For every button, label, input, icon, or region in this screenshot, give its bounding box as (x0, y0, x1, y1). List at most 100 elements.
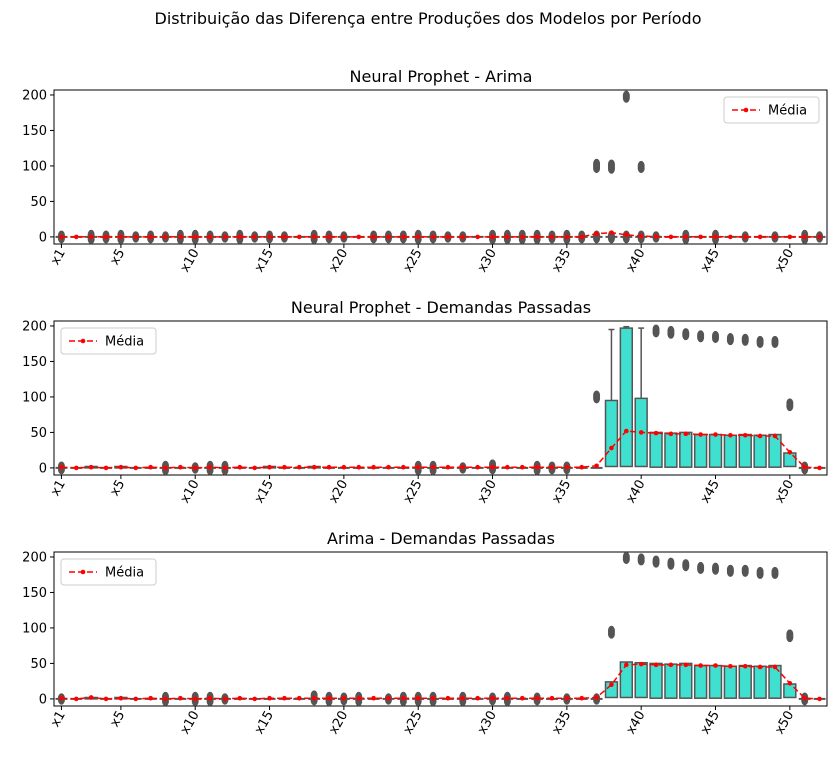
mean-marker (103, 465, 109, 471)
y-tick-label: 150 (22, 124, 47, 139)
mean-marker (728, 663, 733, 669)
mean-marker (430, 234, 436, 240)
mean-marker (817, 465, 822, 471)
mean-line (61, 231, 820, 238)
mean-marker (757, 664, 763, 670)
legend-label: Média (105, 566, 144, 581)
mean-marker (73, 696, 79, 702)
legend-marker (80, 338, 86, 344)
mean-marker (207, 464, 213, 470)
outlier-point (622, 90, 630, 101)
mean-marker (787, 680, 793, 686)
box-45 (708, 664, 723, 699)
mean-line (61, 430, 820, 469)
legend-label: Média (768, 104, 807, 119)
mean-marker (356, 234, 362, 240)
mean-marker (148, 234, 153, 240)
subplot-arima-demandas-passadas: Arima - Demandas Passadas 0 50 100 150 200 x1… (22, 529, 828, 738)
y-tick-label: 50 (30, 426, 47, 441)
outlier-point (741, 564, 749, 575)
y-tick-label: 200 (22, 319, 47, 334)
x-tick-label: x50 (772, 709, 797, 738)
subplot-title: Arima - Demandas Passadas (327, 529, 555, 548)
mean-marker (787, 234, 793, 240)
x-tick-label: x50 (772, 247, 797, 276)
outlier-point (652, 555, 660, 566)
x-tick-label: x5 (107, 478, 128, 499)
y-tick-label: 50 (30, 657, 47, 672)
mean-marker (148, 464, 153, 470)
x-tick-label: x35 (549, 478, 574, 507)
box-47 (738, 433, 752, 468)
mean-marker (59, 234, 64, 240)
mean-marker (713, 663, 718, 668)
mean-marker (207, 695, 213, 701)
mean-marker (73, 465, 79, 471)
x-tick-label: x45 (698, 247, 723, 276)
mean-marker (296, 695, 302, 701)
mean-marker (296, 464, 302, 470)
y-tick-label: 0 (39, 692, 47, 707)
x-tick-label: x30 (475, 477, 500, 506)
plot-area-frame (53, 551, 828, 707)
mean-marker (668, 662, 674, 668)
x-tick-label: x45 (698, 478, 723, 507)
x-tick-label: x40 (624, 247, 649, 276)
x-tick-label: x15 (252, 709, 277, 738)
legend: Média (60, 558, 157, 586)
mean-marker (742, 234, 748, 240)
x-tick-label: x20 (326, 247, 351, 276)
outlier-point (593, 158, 601, 169)
mean-marker (178, 464, 183, 470)
mean-marker (326, 234, 332, 240)
y-tick-label: 100 (22, 621, 47, 636)
x-tick-label: x45 (698, 709, 723, 738)
mean-marker (519, 464, 525, 470)
outlier-point (726, 333, 734, 344)
outlier-point (637, 553, 645, 564)
mean-marker (118, 464, 124, 470)
box-44 (693, 664, 708, 699)
y-tick-label: 0 (39, 461, 47, 476)
mean-marker (222, 465, 228, 471)
mean-marker (252, 234, 257, 240)
x-tick-label: x50 (772, 478, 797, 507)
x-tick-label: x25 (401, 478, 426, 507)
box-50 (783, 452, 797, 468)
mean-marker (371, 464, 376, 470)
mean-marker (371, 695, 376, 701)
outlier-point (682, 559, 690, 570)
mean-marker (490, 464, 495, 470)
x-tick-label: x10 (178, 709, 203, 738)
mean-marker (519, 695, 525, 701)
mean-marker (475, 234, 480, 240)
outlier-point (607, 625, 615, 636)
mean-marker (802, 695, 808, 701)
mean-marker (133, 465, 139, 471)
mean-marker (237, 234, 243, 240)
mean-marker (415, 695, 421, 701)
mean-marker (713, 432, 718, 437)
mean-marker (252, 696, 257, 702)
x-tick-label: x25 (401, 709, 426, 738)
mean-marker (579, 464, 585, 470)
subplot-neural-prophet-demandas-passadas: Neural Prophet - Demandas Passadas 0 50 10… (22, 298, 828, 507)
y-tick-label: 0 (39, 230, 47, 245)
x-tick-label: x15 (252, 247, 277, 276)
box-41 (649, 662, 663, 699)
mean-marker (415, 234, 421, 240)
mean-marker (549, 464, 555, 470)
outlier-point (726, 564, 734, 575)
outlier-point (756, 566, 764, 577)
mean-marker (490, 695, 495, 701)
mean-marker (326, 695, 332, 701)
mean-marker (624, 232, 629, 238)
mean-marker (609, 445, 614, 451)
x-tick-label: x1 (48, 247, 69, 268)
mean-marker (683, 662, 689, 668)
mean-marker (802, 234, 808, 240)
mean-marker (341, 695, 347, 701)
mean-marker (282, 234, 287, 240)
mean-marker (772, 664, 778, 670)
